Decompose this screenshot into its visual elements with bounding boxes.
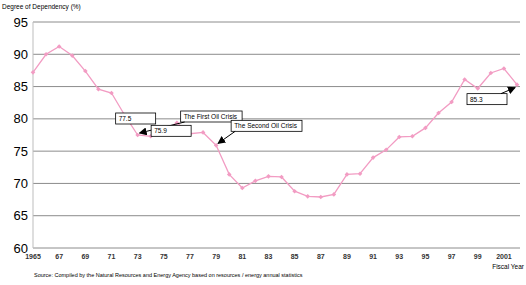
data-point [227,172,232,177]
data-point [371,155,376,160]
annotation-text: 77.5 [119,115,132,122]
x-tick-label: 99 [474,253,482,260]
data-point [358,171,363,176]
x-tick-label: 77 [186,253,194,260]
data-point [292,189,297,194]
data-point [345,172,350,177]
data-point [279,175,284,180]
annotation-box [116,113,156,124]
grid-line [33,22,520,23]
source-note: Source: Compiled by the Natural Resource… [34,272,303,278]
data-point [515,82,520,87]
y-tick-label: 85 [14,79,28,94]
x-tick-label: 75 [160,253,168,260]
data-point [201,130,206,135]
data-point [57,44,62,49]
data-point [109,91,114,96]
y-tick-label: 80 [14,111,28,126]
x-tick-label: 2001 [496,253,512,260]
x-tick-label: 93 [395,253,403,260]
annotation-arrow [501,88,515,94]
grid-line [33,54,520,55]
data-point [31,70,36,75]
x-tick-label: 87 [317,253,325,260]
grid-line [33,151,520,152]
data-point [449,100,454,105]
data-point [70,53,75,58]
data-point [240,186,245,191]
y-tick-label: 95 [14,15,28,30]
series-line [33,47,517,197]
chart: Degree of Dependency (%)6065707580859095… [0,0,526,285]
y-axis-line [33,22,34,248]
data-point [135,133,140,138]
x-tick-label: 79 [212,253,220,260]
x-tick-label: 67 [55,253,63,260]
annotation-box [231,120,302,131]
data-point [305,194,310,199]
annotation-text: 85.3 [470,96,483,103]
x-tick-label: 69 [81,253,89,260]
annotation-text: The First Oil Crisis [184,113,238,120]
grid-line [33,183,520,184]
y-axis-title: Degree of Dependency (%) [2,3,81,11]
annotations: The First Oil Crisis 77.5 The Second Oil C… [116,88,515,144]
annotation-arrow [218,131,235,143]
data-point [489,71,494,76]
x-tick-label: 85 [291,253,299,260]
data-point [397,135,402,140]
data-point [332,192,337,197]
x-tick-label: 1965 [25,253,41,260]
annotation-box [467,94,507,105]
x-tick-label: 81 [238,253,246,260]
y-tick-label: 90 [14,47,28,62]
data-point [423,126,428,131]
data-point [266,174,271,179]
x-tick-label: 97 [448,253,456,260]
annotation-box [151,125,191,136]
annotation-text: 75.9 [154,127,167,134]
x-axis-title: Fiscal Year [492,263,525,270]
x-tick-label: 83 [265,253,273,260]
data-point [384,148,389,153]
data-point [502,66,507,71]
series-group [31,44,520,199]
grid-line [33,118,520,119]
x-tick-label: 89 [343,253,351,260]
data-point [44,52,49,57]
grid-line [33,86,520,87]
annotation-text: The Second Oil Crisis [234,122,298,129]
x-tick-label: 95 [422,253,430,260]
grid-line [33,215,520,216]
x-tick-label: 71 [108,253,116,260]
data-point [436,111,441,116]
data-point [253,179,258,184]
data-point [410,134,415,139]
x-tick-label: 73 [134,253,142,260]
data-point [214,143,219,148]
data-point [462,77,467,82]
y-tick-label: 65 [14,208,28,223]
y-tick-label: 70 [14,176,28,191]
data-point [475,86,480,91]
x-tick-label: 91 [369,253,377,260]
data-point [318,195,323,200]
data-point [96,87,101,92]
y-tick-label: 75 [14,144,28,159]
grid-line [33,248,520,249]
data-point [83,69,88,74]
